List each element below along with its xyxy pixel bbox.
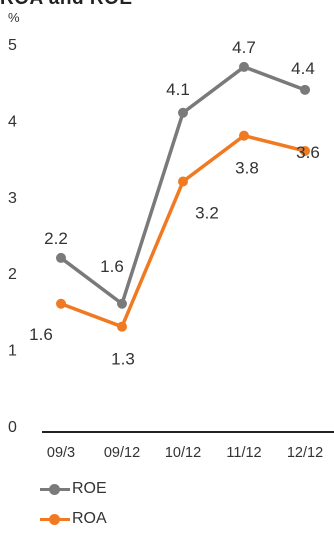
data-point-roa xyxy=(178,176,188,187)
data-point-roe xyxy=(178,107,188,118)
y-unit-label: % xyxy=(8,10,20,25)
data-point-roe xyxy=(300,84,310,95)
legend: ROE ROA xyxy=(40,474,107,534)
data-point-roa xyxy=(117,321,127,332)
roe-legend-swatch-icon xyxy=(40,482,70,496)
y-axis-ticks: 0 1 2 3 4 5 xyxy=(8,37,17,436)
legend-label-roa: ROA xyxy=(72,510,107,527)
series-layer xyxy=(56,61,310,332)
data-label-roa: 3.6 xyxy=(296,143,320,162)
x-tick-label: 11/12 xyxy=(226,445,261,461)
data-label-roa: 3.2 xyxy=(195,204,219,223)
data-label-roe: 2.2 xyxy=(44,229,68,248)
x-tick-label: 09/12 xyxy=(104,445,140,461)
legend-item-roa: ROA xyxy=(40,504,107,534)
data-label-roe: 4.7 xyxy=(232,38,256,57)
y-tick-label: 2 xyxy=(8,266,17,283)
x-axis-ticks: 09/3 09/12 10/12 11/12 12/12 xyxy=(47,445,323,461)
y-tick-label: 1 xyxy=(8,343,17,360)
data-point-roe xyxy=(239,61,249,72)
data-label-roa: 3.8 xyxy=(235,159,259,178)
data-labels-layer: 2.2 1.6 4.1 4.7 4.4 1.6 1.3 3.2 3.8 3.6 xyxy=(29,38,320,369)
data-label-roe: 1.6 xyxy=(100,257,124,276)
y-tick-label: 0 xyxy=(8,419,17,436)
data-point-roa xyxy=(239,130,249,141)
series-line-roa xyxy=(60,133,306,329)
data-label-roe: 4.4 xyxy=(291,59,315,78)
line-chart: % 0 1 2 3 4 5 09/3 09/12 10/12 11/12 12/12 2.2 1.6… xyxy=(8,10,334,461)
roa-legend-swatch-icon xyxy=(40,512,70,526)
legend-item-roe: ROE xyxy=(40,474,107,504)
data-label-roe: 4.1 xyxy=(166,80,190,99)
data-point-roe xyxy=(56,252,66,263)
data-label-roa: 1.6 xyxy=(29,325,53,344)
y-tick-label: 3 xyxy=(8,190,17,207)
x-tick-label: 09/3 xyxy=(47,445,75,461)
y-tick-label: 4 xyxy=(8,113,17,130)
x-tick-label: 10/12 xyxy=(165,445,201,461)
data-label-roa: 1.3 xyxy=(111,350,135,369)
data-point-roa xyxy=(56,298,66,309)
chart-title: ROA and ROE xyxy=(0,0,133,10)
x-tick-label: 12/12 xyxy=(287,445,323,461)
data-point-roe xyxy=(117,298,127,309)
legend-label-roe: ROE xyxy=(72,480,107,497)
y-tick-label: 5 xyxy=(8,37,17,54)
data-point-roa xyxy=(300,145,310,156)
